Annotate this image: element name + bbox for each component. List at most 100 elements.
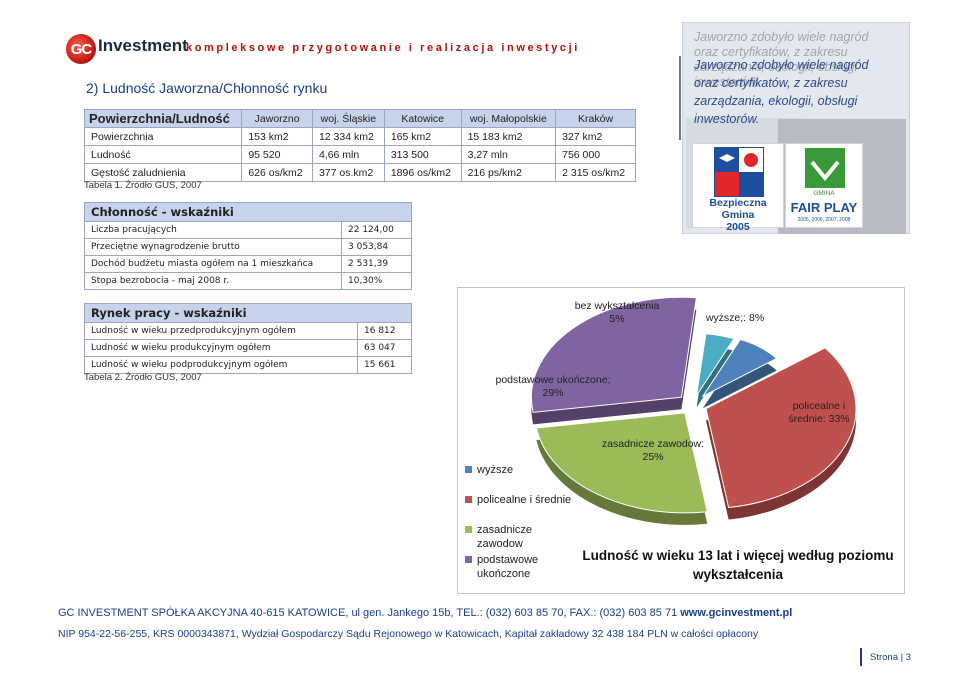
table-header-cell: woj. Śląskie <box>311 109 385 128</box>
table-cell: 2 531,39 <box>341 255 412 273</box>
table-cell: Gęstość zaludnienia <box>83 163 243 182</box>
logo-mark: GC <box>66 34 96 64</box>
table-header-cell: Powierzchnia/Ludność <box>83 109 243 128</box>
table-cell: 153 km2 <box>241 127 313 146</box>
table-cell: 1896 os/km2 <box>383 163 462 182</box>
legend-swatch <box>465 496 472 503</box>
safe-municipality-emblem-icon <box>714 147 764 197</box>
table-caption-row: Chłonność - wskaźniki <box>84 202 412 222</box>
table-cell: 756 000 <box>555 145 636 164</box>
table-cell: Stopa bezrobocia - maj 2008 r. <box>84 272 342 290</box>
pie-data-label: zasadnicze zawodow: 25% <box>602 438 704 463</box>
table2-source-note: Tabela 2. Źródło GUS, 2007 <box>84 372 202 383</box>
table-row: Przeciętne wynagrodzenie brutto 3 053,84 <box>84 238 412 256</box>
table-cell: 3 053,84 <box>341 238 412 256</box>
company-tagline: kompleksowe przygotowanie i realizacja i… <box>186 42 580 54</box>
table-cell: 4,66 mln <box>311 145 385 164</box>
education-chart-frame <box>457 287 905 594</box>
table-cell: 2 315 os/km2 <box>555 163 636 182</box>
table-cell: Liczba pracujących <box>84 221 342 239</box>
awards-divider <box>679 56 681 140</box>
table-cell: 313 500 <box>383 145 462 164</box>
pie-slice <box>530 296 697 413</box>
table-header-cell: Kraków <box>555 109 636 128</box>
awards-text: Jaworzno zdobyło wiele nagród oraz certy… <box>694 58 869 126</box>
population-area-table: Powierzchnia/Ludność Jaworzno woj. Śląsk… <box>83 109 636 182</box>
pie-data-label: podstawowe ukończone; 29% <box>496 374 611 399</box>
legend-swatch <box>465 556 472 563</box>
pie-slice <box>696 333 735 396</box>
footer-website-link[interactable]: www.gcinvestment.pl <box>680 607 793 619</box>
table-cell: 63 047 <box>357 339 412 357</box>
table-caption-row: Rynek pracy - wskaźniki <box>84 303 412 323</box>
table-header-cell: Katowice <box>383 109 462 128</box>
chart-title: Ludność w wieku 13 lat i więcej według p… <box>582 548 894 582</box>
table-row: Dochód budżetu miasta ogółem na 1 mieszk… <box>84 255 412 273</box>
table-row: Stopa bezrobocia - maj 2008 r. 10,30% <box>84 272 412 290</box>
table-cell: 95 520 <box>241 145 313 164</box>
table-cell: Ludność w wieku produkcyjnym ogółem <box>84 339 358 357</box>
table-cell: Ludność <box>83 145 243 164</box>
badge-label-year: 2005 <box>726 221 750 233</box>
fair-play-top-label: GMINA <box>813 190 835 197</box>
legend-label: podstawowe ukończone <box>477 554 538 580</box>
legend-swatch <box>465 526 472 533</box>
absorption-indicators-table: Chłonność - wskaźniki Liczba pracujących… <box>84 202 412 290</box>
table-cell: 15 661 <box>357 356 412 374</box>
table-cell: 165 km2 <box>383 127 462 146</box>
footer-company-name: GC INVESTMENT SPÓŁKA AKCYJNA <box>58 607 248 619</box>
fair-play-years: 2005, 2006, 2007, 2008 <box>797 217 851 223</box>
safe-municipality-badge <box>692 143 784 228</box>
table-cell: Ludność w wieku podprodukcyjnym ogółem <box>84 356 358 374</box>
table-row: Ludność w wieku przedprodukcyjnym ogółem… <box>84 322 412 340</box>
pie-data-label: wyższe;: 8% <box>705 312 764 324</box>
legend-label: zasadnicze zawodow <box>477 524 532 550</box>
footer-contact-line: GC INVESTMENT SPÓŁKA AKCYJNA 40-615 KATO… <box>58 607 792 619</box>
table-caption: Rynek pracy - wskaźniki <box>84 303 412 323</box>
table-cell: Przeciętne wynagrodzenie brutto <box>84 238 342 256</box>
table-cell: 16 812 <box>357 322 412 340</box>
table-cell: Dochód budżetu miasta ogółem na 1 mieszk… <box>84 255 342 273</box>
table-row: Liczba pracujących 22 124,00 <box>84 221 412 239</box>
table-row: Ludność 95 520 4,66 mln 313 500 3,27 mln… <box>83 145 636 164</box>
table-cell: 12 334 km2 <box>311 127 385 146</box>
table-caption: Chłonność - wskaźniki <box>84 202 412 222</box>
labor-market-table: Rynek pracy - wskaźniki Ludność w wieku … <box>84 303 412 374</box>
pie-data-label: policealne i średnie: 33% <box>788 400 849 425</box>
table1-source-note: Tabela 1. Źródło GUS, 2007 <box>84 180 202 191</box>
badge-label-line: Bezpieczna Gmina <box>709 197 767 221</box>
page-number-divider <box>860 648 862 666</box>
table-cell: Powierzchnia <box>83 127 243 146</box>
pie-slice <box>701 338 778 398</box>
pie-slice <box>535 412 708 514</box>
safe-municipality-label: Bezpieczna Gmina 2005 <box>692 197 784 233</box>
table-header-row: Powierzchnia/Ludność Jaworzno woj. Śląsk… <box>83 109 636 128</box>
fair-play-badge <box>785 143 863 228</box>
pie-data-label: bez wykształcenia 5% <box>575 300 660 325</box>
footer-registry-line: NIP 954-22-56-255, KRS 0000343871, Wydzi… <box>58 628 759 640</box>
table-cell: 10,30% <box>341 272 412 290</box>
table-cell: Ludność w wieku przedprodukcyjnym ogółem <box>84 322 358 340</box>
table-cell: 216 ps/km2 <box>460 163 557 182</box>
fair-play-label: FAIR PLAY <box>790 200 858 215</box>
fair-play-check-icon <box>805 148 845 188</box>
legend-label: wyższe <box>476 464 513 476</box>
table-cell: 15 183 km2 <box>460 127 557 146</box>
page-number: Strona | 3 <box>870 652 912 663</box>
table-row: Ludność w wieku produkcyjnym ogółem 63 0… <box>84 339 412 357</box>
table-cell: 327 km2 <box>555 127 636 146</box>
table-cell: 377 os.km2 <box>311 163 385 182</box>
education-pie-chart: bez wykształcenia 5% wyższe;: 8% policealne… <box>465 296 857 580</box>
table-row: Gęstość zaludnienia 626 os/km2 377 os.km… <box>83 163 636 182</box>
table-cell: 626 os/km2 <box>241 163 313 182</box>
table-header-cell: Jaworzno <box>241 109 313 128</box>
table-cell: 22 124,00 <box>341 221 412 239</box>
table-header-cell: woj. Małopolskie <box>460 109 557 128</box>
pie-slice <box>705 347 857 509</box>
table-row: Powierzchnia 153 km2 12 334 km2 165 km2 … <box>83 127 636 146</box>
footer-address: 40-615 KATOWICE, ul gen. Jankego 15b, TE… <box>247 607 681 619</box>
table-cell: 3,27 mln <box>460 145 557 164</box>
table-row: Ludność w wieku podprodukcyjnym ogółem 1… <box>84 356 412 374</box>
logo-wordmark: Investment <box>98 36 188 55</box>
legend-label: policealne i średnie <box>477 494 571 506</box>
